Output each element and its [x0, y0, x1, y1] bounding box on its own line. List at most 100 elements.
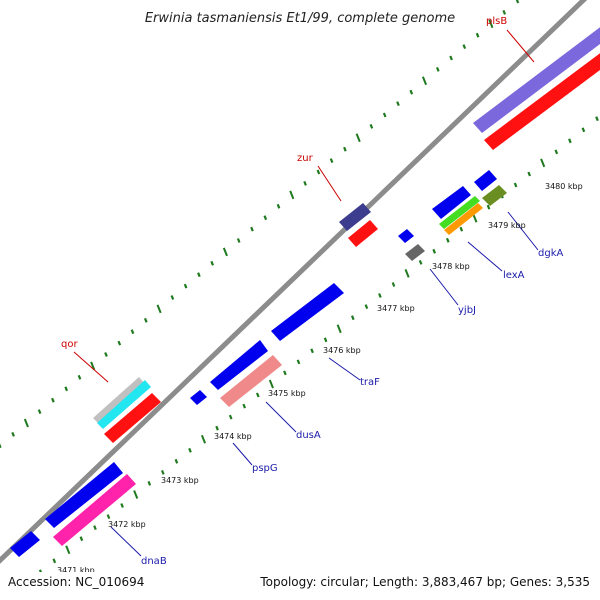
tick-mark [170, 295, 175, 300]
leader-dnaB [110, 526, 142, 557]
kbp-label: 3478 kbp [432, 262, 470, 271]
gene-green[interactable] [439, 196, 480, 229]
gene-label-dusA[interactable]: dusA [296, 430, 321, 441]
tick-mark [488, 19, 494, 29]
tick-mark [350, 315, 355, 321]
tick-mark [421, 76, 428, 86]
kbp-label: 3471 kbp [57, 566, 95, 575]
leader-dgkA [507, 211, 539, 251]
tick-mark [133, 490, 139, 499]
gene-blue-8[interactable] [474, 170, 497, 191]
kbp-label: 3475 kbp [268, 389, 306, 398]
leader-plsB [506, 29, 535, 63]
tick-mark [568, 138, 572, 144]
gene-label-zur[interactable]: zur [297, 153, 314, 164]
kbp-label: 3480 kbp [545, 182, 583, 191]
tick-mark [143, 317, 148, 323]
tick-mark [310, 348, 314, 354]
gene-blue-2[interactable] [45, 462, 123, 528]
leader-qor [73, 351, 109, 383]
tick-mark [396, 101, 400, 107]
tick-mark [255, 392, 260, 398]
tick-mark [51, 397, 55, 403]
tick-mark [289, 190, 295, 200]
gene-blue-6[interactable] [398, 229, 414, 243]
gene-label-plsB[interactable]: plsB [486, 16, 507, 27]
tick-mark [236, 238, 241, 243]
gene-label-dnaB[interactable]: dnaB [141, 556, 167, 567]
tick-mark [391, 282, 396, 287]
leader-zur [317, 165, 342, 202]
gene-blue-3[interactable] [190, 390, 207, 405]
tick-mark [472, 213, 478, 223]
kbp-label: 3472 kbp [108, 520, 146, 529]
gene-label-dgkA[interactable]: dgkA [538, 248, 563, 259]
tick-mark [404, 269, 410, 278]
leader-dusA [265, 401, 297, 433]
tick-mark [445, 237, 450, 243]
gene-blue-4[interactable] [210, 340, 268, 390]
gene-gray[interactable] [405, 244, 425, 261]
tick-mark [296, 359, 301, 365]
gene-plsB-red[interactable] [484, 45, 600, 150]
gene-zur-navy[interactable] [339, 203, 371, 231]
tick-mark [250, 226, 254, 232]
gene-label-traF[interactable]: traF [360, 377, 380, 388]
gene-olive[interactable] [482, 185, 507, 206]
gene-blue-7[interactable] [432, 186, 471, 219]
tick-mark [23, 418, 29, 428]
tick-mark [210, 260, 215, 266]
gene-qor-cyan[interactable] [97, 380, 151, 429]
gene-qor-red[interactable] [104, 393, 161, 443]
tick-mark [130, 329, 135, 335]
gene-zur-red[interactable] [348, 220, 378, 247]
gene-label-qor[interactable]: qor [61, 339, 78, 350]
gene-label-lexA[interactable]: lexA [503, 270, 525, 281]
tick-mark [283, 370, 287, 376]
tick-mark [276, 203, 281, 209]
gene-blue-5[interactable] [271, 283, 344, 341]
tick-mark [11, 431, 15, 437]
gene-blue-1[interactable] [10, 531, 40, 557]
leader-yjbJ [429, 268, 459, 306]
tick-mark [13, 592, 15, 596]
tick-mark [369, 123, 374, 129]
tick-mark [316, 169, 321, 175]
kbp-label: 3477 kbp [377, 304, 415, 313]
gene-orange[interactable] [444, 203, 483, 235]
gene-label-pspG[interactable]: pspG [252, 463, 278, 474]
tick-mark [462, 44, 467, 50]
tick-mark [364, 304, 369, 310]
tick-mark [228, 414, 233, 420]
tick-mark [323, 337, 328, 343]
tick-mark [303, 180, 307, 186]
tick-mark [513, 182, 518, 188]
leader-lexA [467, 241, 503, 272]
tick-mark [38, 569, 42, 572]
tick-mark [329, 158, 334, 164]
tick-mark [104, 352, 108, 357]
tick-mark [52, 558, 57, 564]
gene-qor-silver[interactable] [93, 377, 145, 424]
tick-mark [486, 204, 491, 210]
kbp-label: 3476 kbp [323, 346, 361, 355]
tick-mark [581, 127, 586, 133]
tick-mark [409, 89, 414, 95]
tick-mark [263, 215, 268, 221]
tick-mark [432, 248, 437, 254]
tick-mark [435, 66, 440, 72]
map-title: Erwinia tasmaniensis Et1/99, complete ge… [145, 11, 455, 26]
tick-mark [418, 259, 423, 265]
gene-label-yjbJ[interactable]: yjbJ [458, 305, 476, 316]
tick-mark [93, 525, 97, 531]
tick-mark [183, 283, 188, 289]
genome-backbone [0, 0, 588, 564]
tick-mark [268, 379, 274, 389]
tick-mark [77, 374, 82, 380]
gene-pink[interactable] [53, 474, 136, 546]
gene-plsB-purple[interactable] [473, 25, 600, 133]
tick-mark [120, 503, 124, 508]
tick-mark [355, 133, 361, 143]
gene-salmon[interactable] [220, 355, 282, 407]
